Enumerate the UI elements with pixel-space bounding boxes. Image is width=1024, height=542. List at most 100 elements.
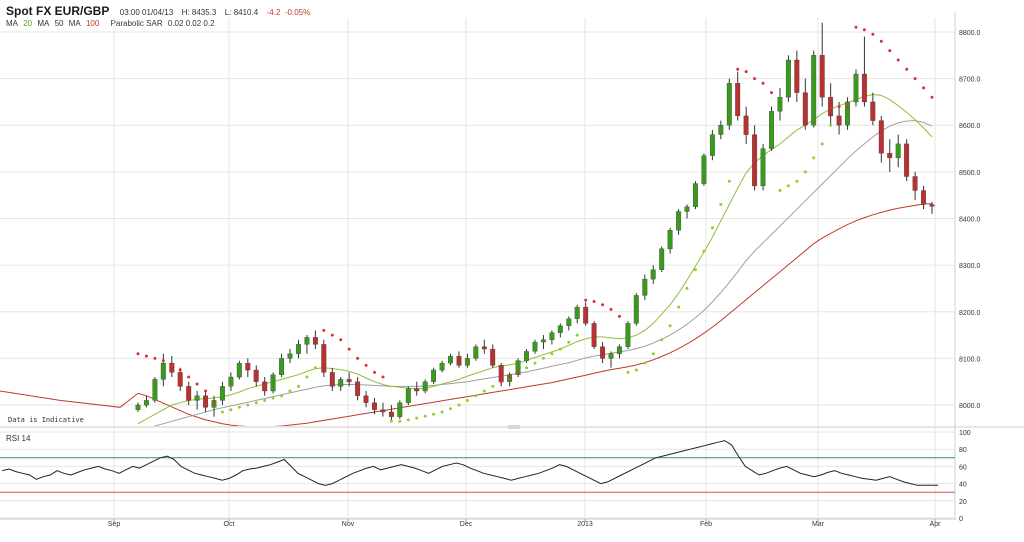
chart-header: Spot FX EUR/GBP 03:00 01/04/13 H: 8435.3… (6, 2, 310, 18)
sar-dot (744, 70, 748, 74)
price-tick-label: 8000.0 (959, 403, 981, 410)
candle-body (667, 230, 673, 250)
sar-dot (795, 179, 799, 183)
candle-body (693, 183, 698, 207)
sar-dot (339, 338, 343, 342)
sar-dot (525, 366, 529, 370)
sar-dot (347, 347, 351, 351)
sar-dot (660, 338, 664, 342)
sar-dot (254, 401, 258, 405)
sar-dot (153, 356, 157, 360)
sar-dot (144, 354, 148, 358)
candle-body (329, 372, 335, 387)
sar-dot (415, 416, 419, 420)
candle-body (481, 346, 487, 350)
candle-body (802, 92, 808, 126)
candle-body (135, 404, 141, 410)
candle-body (600, 346, 606, 359)
sar-dot (567, 340, 571, 344)
candle-body (929, 204, 935, 207)
sar-dot (508, 375, 512, 379)
candle-body (160, 362, 166, 380)
sar-dot (229, 408, 233, 412)
sar-dot (237, 405, 241, 409)
candle-body (152, 379, 158, 401)
candle-body (709, 134, 715, 156)
sar-dot (905, 67, 909, 71)
sar-dot (930, 95, 934, 99)
sar-dot (204, 389, 208, 393)
ma100-legend[interactable]: 100 (85, 19, 100, 28)
candle-body (583, 306, 589, 324)
rsi-tick-label: 20 (959, 499, 967, 506)
candle-body (414, 388, 420, 392)
candle-body (718, 125, 724, 135)
candle-body (701, 155, 707, 184)
candle-body (743, 115, 749, 135)
candle-body (431, 369, 437, 382)
price-tick-label: 8600.0 (959, 123, 981, 130)
candle-body (245, 362, 251, 371)
sar-dot (432, 412, 436, 416)
candle-body (194, 395, 200, 401)
rsi-tick-label: 0 (959, 516, 963, 523)
sar-dot (634, 368, 638, 372)
sar-dot (753, 77, 757, 81)
candle-body (228, 376, 234, 387)
sar-dot (896, 58, 900, 62)
candle-body (659, 248, 665, 270)
candle-body (853, 73, 859, 103)
candle-body (456, 355, 462, 366)
candle-body (372, 402, 377, 410)
rsi-tick-label: 60 (959, 464, 967, 471)
ma50-legend[interactable]: 50 (54, 19, 64, 28)
sar-dot (280, 394, 284, 398)
sar-dot (465, 398, 469, 402)
candle-body (591, 323, 597, 347)
sar-dot (322, 328, 326, 332)
candle-body (262, 381, 268, 392)
candle-body (388, 411, 394, 417)
sar-dot (601, 303, 605, 307)
candle-body (921, 190, 926, 205)
time-tick-label: Feb (700, 521, 712, 528)
candle-body (312, 337, 318, 345)
candle-body (819, 55, 825, 98)
sar-dot (694, 268, 697, 272)
candle-body (828, 97, 834, 117)
sar-dot (271, 396, 275, 400)
sar-dot (423, 414, 427, 418)
candle-body (270, 374, 276, 392)
sar-dot (297, 384, 300, 388)
sar-dot (575, 333, 579, 337)
sar-dot (161, 359, 165, 363)
candle-body (287, 353, 293, 359)
sar-dot (829, 123, 833, 127)
candle-body (785, 59, 791, 98)
candle-body (540, 339, 546, 343)
candle-body (524, 351, 529, 361)
time-tick-label: Mar (812, 521, 825, 528)
candle-body (355, 381, 361, 396)
sar-dot (727, 179, 731, 183)
candle-body (574, 306, 580, 319)
candle-body (566, 318, 572, 326)
sar-dot (685, 286, 689, 290)
candle-body (405, 388, 411, 403)
candle-body (169, 362, 175, 373)
sar-dot (922, 86, 926, 90)
candle-body (532, 341, 538, 352)
sar-legend[interactable]: Parabolic SAR (110, 19, 163, 28)
panel-splitter-handle[interactable] (508, 425, 520, 429)
ma20-legend[interactable]: 20 (23, 19, 33, 28)
sar-dot (533, 361, 537, 365)
sar-dot (592, 300, 596, 303)
candle-body (845, 101, 850, 126)
price-tick-label: 8400.0 (959, 217, 981, 224)
change-label: -4.2 (266, 8, 281, 17)
sar-dot (643, 361, 647, 365)
candle-body (422, 381, 428, 392)
sar-dot (837, 105, 841, 109)
candle-body (625, 323, 631, 347)
